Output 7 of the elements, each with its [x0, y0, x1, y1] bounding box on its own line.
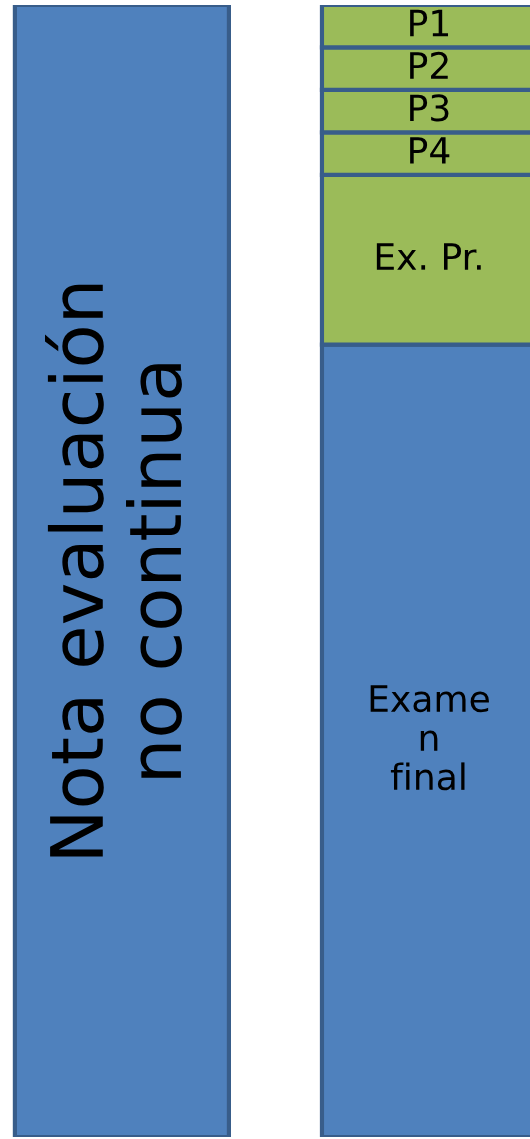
series-label: P4: [410, 137, 450, 164]
series-label: P2: [410, 51, 448, 79]
series-label: Ex. Pr.: [376, 243, 481, 270]
series-label: P3: [410, 94, 449, 122]
series-label: Nota evaluación no continua: [45, 284, 182, 857]
series-label: P1: [410, 9, 449, 37]
series-label: Examen final: [370, 685, 489, 791]
